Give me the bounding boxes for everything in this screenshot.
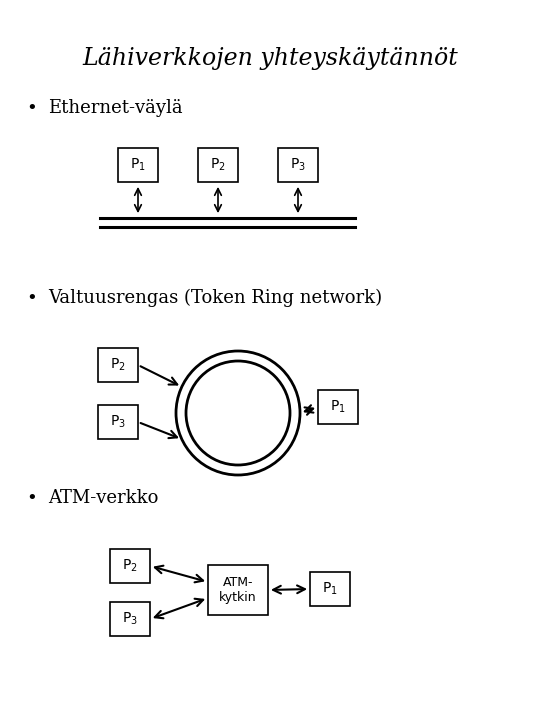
Text: Ethernet-väylä: Ethernet-väylä — [48, 99, 183, 117]
FancyBboxPatch shape — [208, 565, 268, 615]
Text: P$_3$: P$_3$ — [290, 157, 306, 174]
Text: ATM-verkko: ATM-verkko — [48, 489, 158, 507]
FancyBboxPatch shape — [98, 405, 138, 439]
FancyBboxPatch shape — [278, 148, 318, 182]
FancyBboxPatch shape — [310, 572, 350, 606]
Text: Lähiverkkojen yhteyskäytännöt: Lähiverkkojen yhteyskäytännöt — [82, 47, 458, 70]
Text: P$_1$: P$_1$ — [330, 399, 346, 415]
Text: Valtuusrengas (Token Ring network): Valtuusrengas (Token Ring network) — [48, 289, 382, 307]
FancyBboxPatch shape — [110, 602, 150, 636]
Text: P$_1$: P$_1$ — [130, 157, 146, 174]
FancyBboxPatch shape — [118, 148, 158, 182]
Text: P$_1$: P$_1$ — [322, 581, 338, 597]
FancyBboxPatch shape — [110, 549, 150, 583]
Text: •: • — [26, 289, 37, 307]
Text: P$_3$: P$_3$ — [122, 611, 138, 627]
Text: P$_2$: P$_2$ — [122, 558, 138, 575]
Text: P$_2$: P$_2$ — [110, 357, 126, 373]
Text: ATM-
kytkin: ATM- kytkin — [219, 576, 257, 604]
FancyBboxPatch shape — [318, 390, 358, 424]
FancyBboxPatch shape — [198, 148, 238, 182]
Text: P$_3$: P$_3$ — [110, 414, 126, 430]
Text: •: • — [26, 99, 37, 117]
FancyBboxPatch shape — [98, 348, 138, 382]
Text: P$_2$: P$_2$ — [210, 157, 226, 174]
Text: •: • — [26, 489, 37, 507]
